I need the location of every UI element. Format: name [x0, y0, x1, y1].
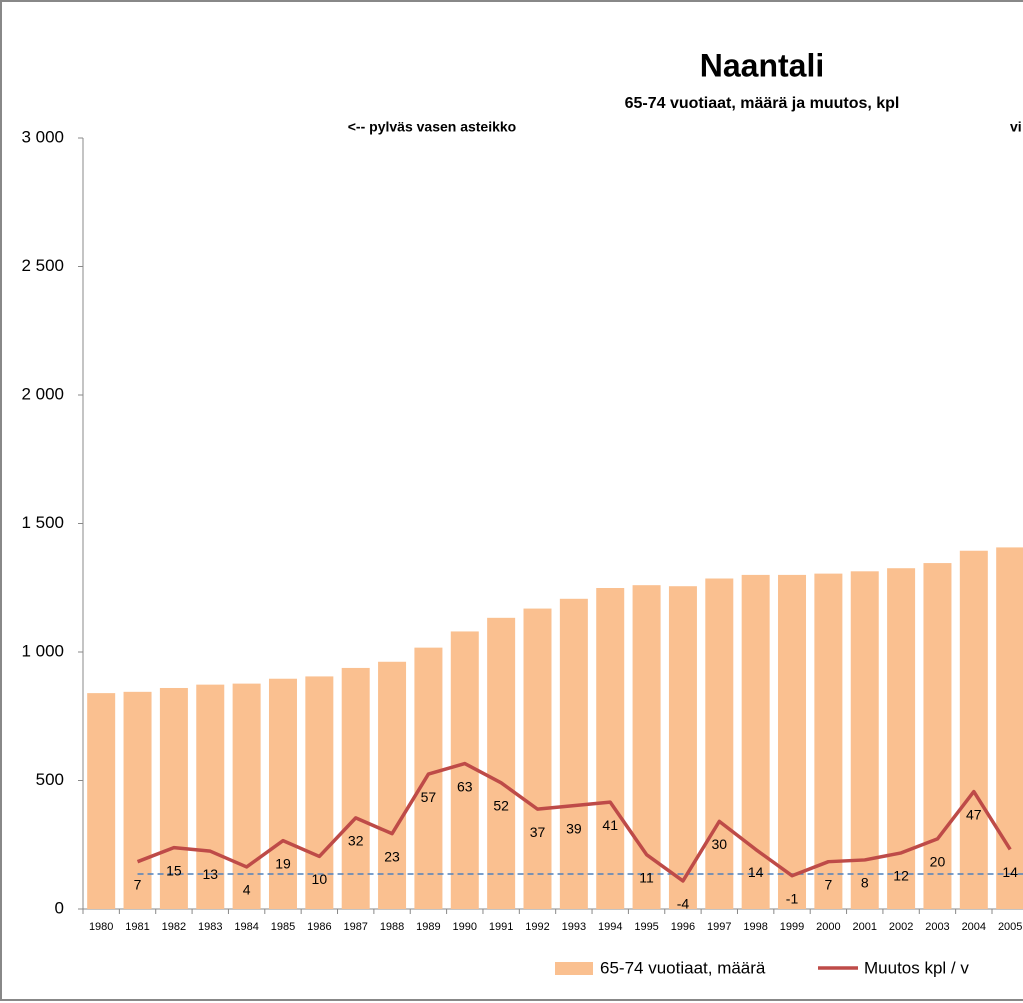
x-tick-label: 1987: [343, 921, 367, 933]
data-label: 37: [530, 824, 546, 840]
x-tick-label: 2004: [962, 921, 986, 933]
x-tick-label: 1986: [307, 921, 331, 933]
data-label: 15: [166, 862, 182, 878]
legend-label: 65-74 vuotiaat, määrä: [600, 958, 766, 977]
bar: [268, 678, 297, 909]
x-tick-label: 1982: [162, 921, 186, 933]
x-tick-label: 1990: [453, 921, 477, 933]
chart-subtitle: 65-74 vuotiaat, määrä ja muutos, kpl: [625, 95, 900, 112]
legend-swatch: [555, 962, 593, 975]
data-label: 14: [748, 864, 764, 880]
bar: [305, 676, 334, 909]
data-label: 52: [493, 798, 509, 814]
data-label: 13: [202, 866, 218, 882]
x-tick-label: 1992: [525, 921, 549, 933]
y-tick-label: 2 000: [21, 384, 64, 403]
x-tick-label: 1988: [380, 921, 404, 933]
y-tick-label: 500: [36, 770, 64, 789]
bar: [778, 574, 807, 909]
annotation: vi: [1010, 119, 1022, 135]
bar: [850, 571, 879, 909]
bar: [341, 667, 370, 909]
data-label: 32: [348, 833, 364, 849]
x-tick-label: 1983: [198, 921, 222, 933]
data-label: 57: [421, 789, 437, 805]
data-label: 11: [639, 869, 654, 885]
data-label: 63: [457, 778, 473, 794]
data-label: 10: [312, 871, 328, 887]
x-tick-label: 2000: [816, 921, 840, 933]
data-label: 20: [930, 854, 946, 870]
bar: [814, 573, 843, 909]
x-tick-label: 1994: [598, 921, 622, 933]
bar: [996, 547, 1023, 909]
x-tick-label: 1985: [271, 921, 295, 933]
x-tick-label: 1996: [671, 921, 695, 933]
x-tick-label: 1997: [707, 921, 731, 933]
x-tick-label: 1999: [780, 921, 804, 933]
data-label: 14: [1002, 864, 1018, 880]
bar: [959, 550, 988, 909]
data-label: 7: [134, 876, 142, 892]
bar: [668, 586, 697, 909]
bar: [87, 693, 116, 909]
bar: [923, 563, 952, 909]
line: [136, 761, 1012, 883]
y-tick-label: 1 000: [21, 641, 64, 660]
legend-label: Muutos kpl / v: [864, 958, 969, 977]
y-tick-label: 3 000: [21, 127, 64, 146]
bar: [123, 691, 152, 909]
bar: [196, 684, 225, 909]
bar: [159, 687, 188, 909]
data-label: 41: [602, 817, 618, 833]
data-label: -1: [786, 890, 799, 906]
data-label: 7: [824, 876, 832, 892]
x-tick-label: 2002: [889, 921, 913, 933]
bar: [559, 598, 588, 909]
y-tick-label: 0: [55, 898, 64, 917]
data-label: 4: [243, 882, 251, 898]
y-tick-label: 1 500: [21, 513, 64, 532]
bar: [487, 617, 516, 909]
data-label: -4: [677, 896, 690, 912]
bar: [596, 588, 625, 909]
bar: [705, 578, 734, 909]
x-tick-label: 2001: [852, 921, 876, 933]
x-tick-label: 1991: [489, 921, 513, 933]
bar: [887, 568, 916, 909]
data-label: 12: [893, 868, 909, 884]
x-tick-label: 2003: [925, 921, 949, 933]
data-label: 39: [566, 820, 582, 836]
x-tick-label: 2005: [998, 921, 1022, 933]
data-label: 8: [861, 875, 869, 891]
chart-title: Naantali: [700, 47, 824, 83]
x-tick-label: 1998: [743, 921, 767, 933]
data-label: 19: [275, 855, 291, 871]
data-label: 30: [712, 836, 728, 852]
x-tick-label: 1993: [562, 921, 586, 933]
x-tick-label: 1984: [234, 921, 258, 933]
data-label: 47: [966, 806, 982, 822]
x-tick-label: 1980: [89, 921, 113, 933]
data-label: 23: [384, 848, 400, 864]
bar: [741, 574, 770, 909]
y-tick-label: 2 500: [21, 256, 64, 275]
bar: [523, 608, 552, 909]
bar: [414, 647, 443, 909]
x-tick-label: 1995: [634, 921, 658, 933]
bar: [232, 683, 261, 909]
annotation: <-- pylväs vasen asteikko: [348, 119, 517, 135]
bar: [378, 661, 407, 909]
x-tick-label: 1981: [125, 921, 149, 933]
x-tick-label: 1989: [416, 921, 440, 933]
